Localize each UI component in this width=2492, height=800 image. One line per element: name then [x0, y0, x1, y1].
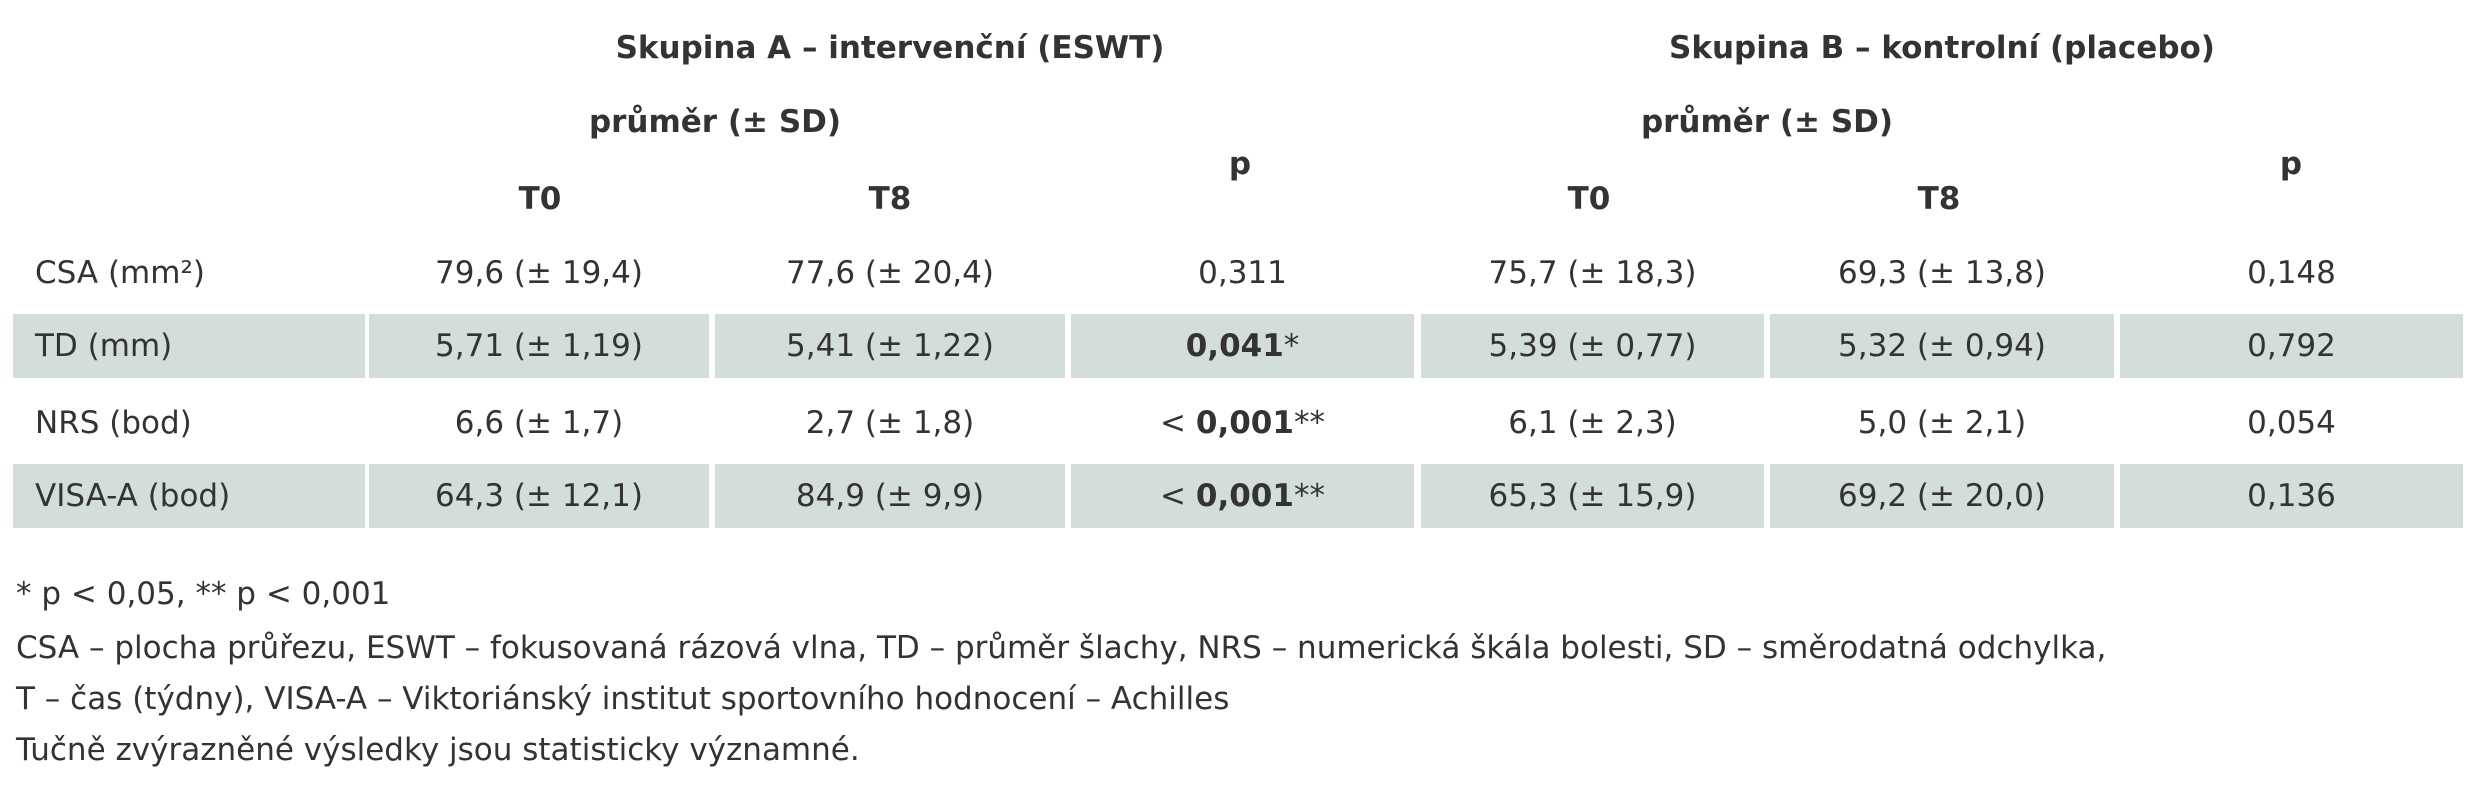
sub-header: průměr (± SD) — [588, 104, 842, 140]
time-header: T0 — [518, 181, 562, 217]
cell-value: 79,6 (± 19,4) — [435, 255, 643, 291]
cell-value: 0,148 — [2247, 255, 2336, 291]
cell-value: 69,2 (± 20,0) — [1838, 478, 2046, 514]
group-header: Skupina B – kontrolní (placebo) — [1669, 30, 2215, 66]
row-label: TD (mm) — [35, 328, 173, 364]
cell-shade — [715, 464, 1065, 528]
p-header: p — [2279, 146, 2303, 182]
footnote: CSA – plocha průřezu, ESWT – fokusovaná … — [16, 630, 2107, 666]
cell-value: 0,041* — [1186, 328, 1300, 364]
time-header: T8 — [868, 181, 912, 217]
cell-prefix: < — [1160, 478, 1187, 514]
row-label: NRS (bod) — [35, 405, 192, 441]
cell-bold: 0,001 — [1195, 405, 1294, 441]
cell-shade — [1770, 314, 2114, 378]
cell-suffix: ** — [1293, 478, 1325, 514]
cell-value: 65,3 (± 15,9) — [1488, 478, 1697, 514]
sub-header: průměr (± SD) — [1640, 104, 1894, 140]
cell-shade — [2120, 464, 2463, 528]
cell-bold: 0,041 — [1185, 328, 1284, 364]
time-header: T8 — [1917, 181, 1961, 217]
cell-value: 75,7 (± 18,3) — [1488, 255, 1697, 291]
time-header: T0 — [1567, 181, 1611, 217]
cell-value: 0,054 — [2247, 405, 2336, 441]
cell-shade — [1421, 464, 1764, 528]
row-label: CSA (mm²) — [35, 255, 205, 291]
cell-shade — [2120, 314, 2463, 378]
cell-prefix: < — [1160, 405, 1187, 441]
cell-value: 0,136 — [2247, 478, 2336, 514]
p-header: p — [1228, 146, 1252, 182]
cell-bold: 0,001 — [1195, 478, 1294, 514]
cell-value: 0,792 — [2247, 328, 2336, 364]
row-label: VISA-A (bod) — [35, 478, 231, 514]
cell-suffix: ** — [1293, 405, 1325, 441]
cell-shade — [1071, 314, 1414, 378]
cell-shade — [13, 314, 365, 378]
cell-value: 6,6 (± 1,7) — [454, 405, 624, 441]
footnote: Tučně zvýrazněné výsledky jsou statistic… — [16, 732, 860, 768]
cell-value: 5,39 (± 0,77) — [1488, 328, 1697, 364]
cell-value: 5,0 (± 2,1) — [1857, 405, 2027, 441]
cell-value: 64,3 (± 12,1) — [435, 478, 643, 514]
cell-value: 2,7 (± 1,8) — [805, 405, 975, 441]
cell-value: 6,1 (± 2,3) — [1508, 405, 1677, 441]
cell-shade — [1770, 464, 2114, 528]
cell-shade — [13, 464, 365, 528]
cell-value: < 0,001** — [1160, 405, 1325, 441]
cell-shade — [1421, 314, 1764, 378]
cell-value: 5,71 (± 1,19) — [435, 328, 643, 364]
cell-value: 69,3 (± 13,8) — [1838, 255, 2046, 291]
cell-shade — [1071, 464, 1414, 528]
footnote: * p < 0,05, ** p < 0,001 — [16, 576, 391, 612]
group-header: Skupina A – intervenční (ESWT) — [615, 30, 1165, 66]
footnote: T – čas (týdny), VISA-A – Viktoriánský i… — [16, 681, 1230, 717]
cell-shade — [715, 314, 1065, 378]
cell-suffix: * — [1283, 328, 1300, 364]
cell-value: < 0,001** — [1160, 478, 1325, 514]
cell-value: 5,41 (± 1,22) — [786, 328, 994, 364]
cell-value: 84,9 (± 9,9) — [795, 478, 985, 514]
cell-value: 77,6 (± 20,4) — [786, 255, 994, 291]
cell-shade — [369, 464, 709, 528]
cell-shade — [369, 314, 709, 378]
cell-value: 5,32 (± 0,94) — [1838, 328, 2046, 364]
cell-value: 0,311 — [1198, 255, 1287, 291]
